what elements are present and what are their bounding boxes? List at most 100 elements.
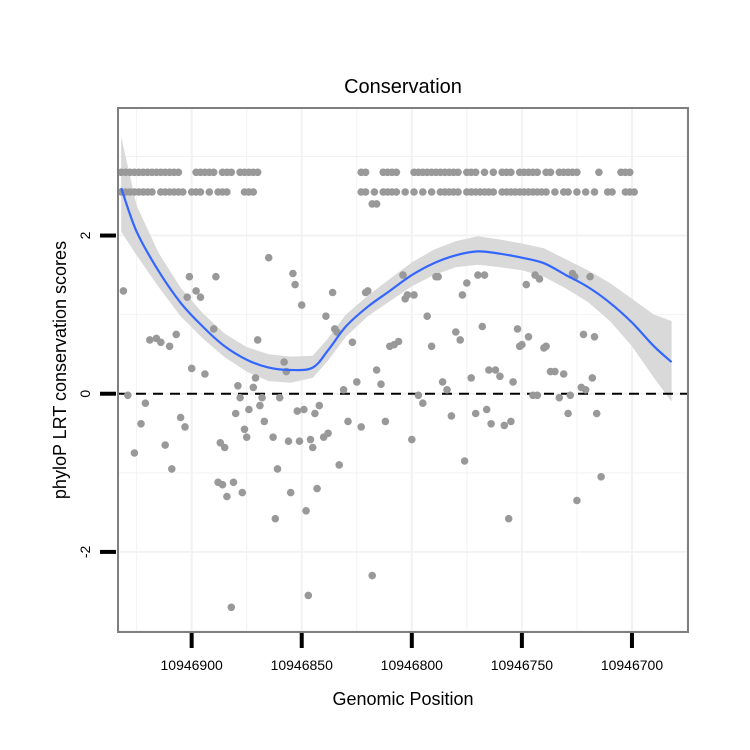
data-point	[302, 507, 310, 515]
data-point	[533, 391, 542, 400]
data-point	[590, 333, 599, 341]
data-point	[357, 423, 366, 431]
x-tick-label: 10946750	[491, 657, 554, 673]
data-point	[249, 383, 258, 392]
data-point	[509, 378, 517, 386]
data-point	[573, 496, 581, 505]
data-point	[289, 269, 297, 278]
data-point	[474, 271, 482, 279]
data-point	[401, 188, 410, 196]
data-point	[293, 407, 302, 415]
data-point	[335, 461, 344, 469]
grid-lines	[119, 109, 688, 632]
data-point	[394, 337, 403, 346]
data-point	[196, 188, 205, 196]
smooth-line	[120, 187, 673, 372]
data-point	[452, 328, 460, 336]
data-point	[238, 488, 247, 497]
y-tick-label: -2	[77, 545, 93, 558]
data-point	[324, 429, 332, 438]
data-point	[443, 386, 451, 394]
data-point	[507, 417, 515, 426]
data-point	[344, 417, 352, 426]
data-point	[368, 571, 377, 580]
data-point	[564, 188, 572, 196]
data-point	[181, 423, 189, 431]
data-point	[227, 603, 236, 612]
data-point	[471, 168, 480, 177]
data-point	[353, 378, 361, 386]
data-point	[130, 449, 139, 457]
data-point	[361, 188, 370, 196]
data-point	[496, 372, 504, 381]
data-point	[588, 374, 597, 382]
data-point	[242, 433, 251, 442]
data-point	[370, 188, 379, 196]
data-point	[434, 272, 443, 281]
data-point	[592, 409, 601, 418]
data-point	[165, 342, 174, 351]
data-point	[590, 188, 599, 196]
data-point	[595, 168, 603, 177]
data-point	[201, 370, 209, 378]
data-point	[586, 272, 594, 281]
data-point	[381, 417, 390, 426]
data-point	[212, 272, 220, 281]
data-point	[168, 465, 176, 473]
data-point	[209, 168, 218, 177]
data-point	[308, 443, 317, 452]
data-point	[535, 275, 544, 283]
data-point	[161, 441, 169, 449]
data-point	[408, 435, 416, 444]
data-point	[392, 168, 401, 177]
data-point	[183, 293, 191, 302]
data-point	[187, 364, 196, 373]
data-point	[339, 386, 348, 394]
y-axis-label: phyloP LRT conservation scores	[50, 241, 70, 499]
data-point	[172, 330, 180, 339]
data-point	[482, 405, 491, 414]
x-tick-label: 10946700	[601, 657, 664, 673]
data-point	[148, 188, 156, 196]
data-point	[581, 188, 590, 196]
data-point	[119, 287, 128, 295]
data-point	[458, 291, 467, 299]
data-point	[256, 401, 264, 410]
data-point	[223, 492, 231, 501]
data-point	[504, 514, 513, 523]
data-point	[313, 484, 321, 493]
data-point	[542, 342, 550, 351]
axes: 10946900 10946850 10946800 10946750 10946700…	[77, 231, 663, 673]
data-point	[460, 457, 469, 465]
data-point	[410, 188, 418, 196]
data-point	[480, 271, 489, 279]
data-point	[280, 358, 288, 366]
data-point	[234, 382, 242, 390]
data-point	[478, 322, 487, 331]
data-point	[196, 293, 205, 302]
data-point	[300, 405, 308, 414]
data-point	[419, 188, 427, 196]
data-point	[564, 409, 572, 418]
data-point	[485, 366, 493, 374]
data-point	[559, 370, 568, 378]
data-point	[518, 340, 526, 349]
data-point	[513, 325, 522, 333]
data-point	[597, 473, 605, 481]
data-point	[240, 425, 249, 434]
data-point	[626, 168, 634, 177]
data-point	[227, 168, 236, 177]
data-point	[372, 200, 381, 208]
data-point	[284, 437, 293, 446]
data-point	[467, 374, 476, 382]
data-point	[269, 433, 277, 442]
data-point	[311, 409, 319, 418]
y-tick-label: 2	[77, 231, 93, 239]
data-point	[220, 443, 229, 452]
data-point	[174, 168, 183, 177]
data-point	[392, 188, 401, 196]
smooth-line-layer	[120, 187, 673, 372]
confidence-band	[121, 136, 672, 402]
data-point	[454, 168, 462, 177]
data-point	[209, 325, 218, 333]
